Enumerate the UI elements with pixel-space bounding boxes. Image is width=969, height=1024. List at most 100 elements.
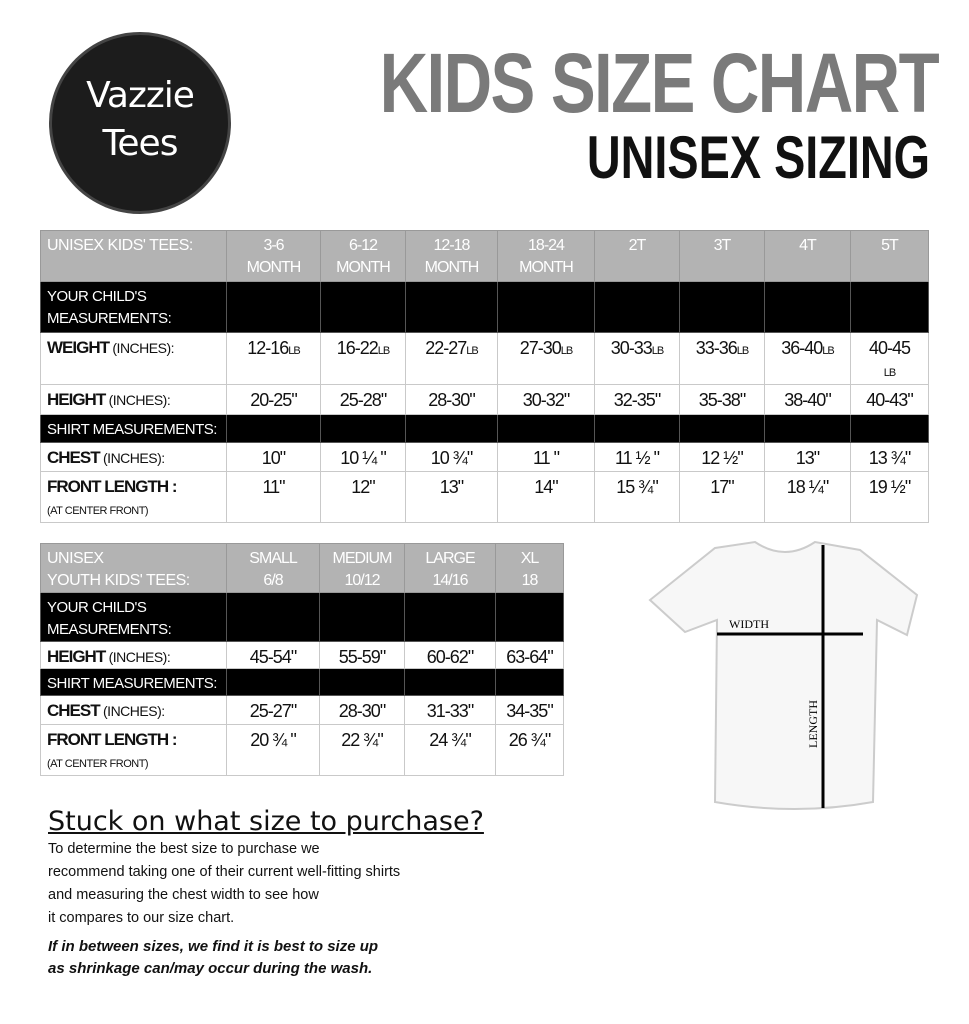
chest-cell: 13" <box>764 442 851 472</box>
blank-cell <box>594 281 680 333</box>
sizes-cell: MEDIUM 10/12 <box>319 543 405 593</box>
tshirt-shape <box>648 540 919 810</box>
chest-cell: 34-35" <box>495 695 564 725</box>
blank-cell <box>405 414 498 443</box>
chest-cell: 28-30" <box>319 695 405 725</box>
chest-cell: 10 ¾" <box>405 442 498 472</box>
blank-cell <box>319 668 405 696</box>
section-row: SHIRT MEASUREMENTS: <box>40 414 929 443</box>
sizes-cell: XL 18 <box>495 543 564 593</box>
height-cell: 20-25" <box>226 384 321 415</box>
help-text: To determine the best size to purchase w… <box>48 841 401 926</box>
weight-row: WEIGHT (INCHES): 12-16LB 16-22LB 22-27LB 27-… <box>40 332 929 385</box>
sizes-cell: SMALL 6/8 <box>226 543 320 593</box>
chest-cell: 10 ¼ " <box>320 442 406 472</box>
blank-cell <box>319 592 405 642</box>
length-cell: 14" <box>497 471 595 523</box>
weight-cell: 16-22LB <box>320 332 406 385</box>
sizes-cell: 3-6 MONTH <box>226 230 321 282</box>
blank-cell <box>850 281 929 333</box>
section-row: YOUR CHILD'S MEASUREMENTS: <box>40 281 929 333</box>
section-label: SHIRT MEASUREMENTS: <box>40 414 227 443</box>
blank-cell <box>850 414 929 443</box>
help-heading: Stuck on what size to purchase? <box>48 806 484 837</box>
chest-row: CHEST (INCHES): 10" 10 ¼ " 10 ¾" 11 " 11 ½ " 1… <box>40 442 929 472</box>
weight-cell: 36-40LB <box>764 332 851 385</box>
section-label: YOUR CHILD'S MEASUREMENTS: <box>40 592 227 642</box>
tshirt-measurement-diagram: WIDTH LENGTH <box>648 540 919 810</box>
length-cell: 13" <box>405 471 498 523</box>
height-cell: 32-35" <box>594 384 680 415</box>
row-label: HEIGHT (INCHES): <box>40 641 227 669</box>
length-cell: 22 ¾" <box>319 724 405 776</box>
length-cell: 18 ¼" <box>764 471 851 523</box>
length-cell: 15 ¾" <box>594 471 680 523</box>
chest-cell: 12 ½" <box>679 442 765 472</box>
vazzie-tees-logo: Vazzie Tees <box>52 35 228 211</box>
logo-line1: Vazzie <box>86 75 195 116</box>
weight-cell: 40-45 LB <box>850 332 929 385</box>
blank-cell <box>404 592 496 642</box>
sizes-cell: 5T <box>850 230 929 282</box>
height-cell: 63-64" <box>495 641 564 669</box>
height-cell: 40-43" <box>850 384 929 415</box>
chest-cell: 31-33" <box>404 695 496 725</box>
length-row: FRONT LENGTH : (AT CENTER FRONT) 11" 12" 13"… <box>40 471 929 523</box>
length-cell: 24 ¾" <box>404 724 496 776</box>
page-title: KIDS SIZE CHART <box>379 36 940 130</box>
help-note: If in between sizes, we find it is best … <box>48 938 379 977</box>
height-cell: 35-38" <box>679 384 765 415</box>
length-label: LENGTH <box>806 700 820 748</box>
youth-size-table: UNISEX YOUTH KIDS' TEES: SMALL 6/8 MEDIUM 10/… <box>40 543 564 776</box>
length-cell: 12" <box>320 471 406 523</box>
row-label: CHEST (INCHES): <box>40 695 227 725</box>
row-label: FRONT LENGTH : (AT CENTER FRONT) <box>40 471 227 523</box>
blank-cell <box>764 414 851 443</box>
weight-cell: 12-16LB <box>226 332 321 385</box>
row-label: WEIGHT (INCHES): <box>40 332 227 385</box>
row-label: CHEST (INCHES): <box>40 442 227 472</box>
blank-cell <box>679 281 765 333</box>
chest-cell: 11 " <box>497 442 595 472</box>
row-label: FRONT LENGTH : (AT CENTER FRONT) <box>40 724 227 776</box>
page-subtitle: UNISEX SIZING <box>586 124 930 191</box>
blank-cell <box>495 592 564 642</box>
blank-cell <box>497 414 595 443</box>
height-row: HEIGHT (INCHES): 45-54" 55-59" 60-62" 63-64" <box>40 641 564 669</box>
blank-cell <box>320 414 406 443</box>
sizes-cell: LARGE 14/16 <box>404 543 496 593</box>
header-label: UNISEX KIDS' TEES: <box>40 230 227 282</box>
length-row: FRONT LENGTH : (AT CENTER FRONT) 20 ¾ " 22 … <box>40 724 564 776</box>
blank-cell <box>226 668 320 696</box>
height-cell: 38-40" <box>764 384 851 415</box>
blank-cell <box>226 592 320 642</box>
length-cell: 19 ½" <box>850 471 929 523</box>
width-label: WIDTH <box>729 617 769 631</box>
chest-cell: 11 ½ " <box>594 442 680 472</box>
blank-cell <box>679 414 765 443</box>
sizes-cell: 18-24 MONTH <box>497 230 595 282</box>
height-cell: 25-28" <box>320 384 406 415</box>
header-label: UNISEX YOUTH KIDS' TEES: <box>40 543 227 593</box>
length-cell: 20 ¾ " <box>226 724 320 776</box>
sizes-cell: 3T <box>679 230 765 282</box>
blank-cell <box>497 281 595 333</box>
blank-cell <box>764 281 851 333</box>
weight-cell: 22-27LB <box>405 332 498 385</box>
sizing-help: Stuck on what size to purchase? To deter… <box>48 806 484 980</box>
chest-cell: 10" <box>226 442 321 472</box>
section-row: YOUR CHILD'S MEASUREMENTS: <box>40 592 564 642</box>
length-cell: 26 ¾" <box>495 724 564 776</box>
height-cell: 60-62" <box>404 641 496 669</box>
logo-line2: Tees <box>102 123 179 164</box>
blank-cell <box>226 281 321 333</box>
sizes-cell: 2T <box>594 230 680 282</box>
section-row: SHIRT MEASUREMENTS: <box>40 668 564 696</box>
height-cell: 45-54" <box>226 641 320 669</box>
weight-cell: 27-30LB <box>497 332 595 385</box>
row-label: HEIGHT (INCHES): <box>40 384 227 415</box>
blank-cell <box>594 414 680 443</box>
blank-cell <box>405 281 498 333</box>
chest-cell: 25-27" <box>226 695 320 725</box>
weight-cell: 33-36LB <box>679 332 765 385</box>
